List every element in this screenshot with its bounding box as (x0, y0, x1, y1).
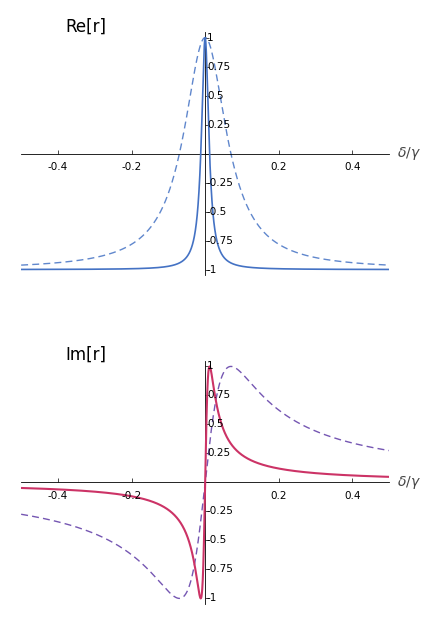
Text: 0.4: 0.4 (344, 490, 361, 501)
Text: -0.2: -0.2 (121, 162, 142, 172)
Text: Re[r]: Re[r] (65, 17, 106, 35)
Text: 0.25: 0.25 (207, 448, 230, 459)
Text: -0.75: -0.75 (207, 564, 234, 574)
Text: 0.2: 0.2 (270, 490, 287, 501)
Text: 0.4: 0.4 (344, 162, 361, 172)
Text: Im[r]: Im[r] (65, 346, 106, 364)
Text: -0.4: -0.4 (48, 490, 68, 501)
Text: 0.75: 0.75 (207, 62, 230, 72)
Text: -0.2: -0.2 (121, 490, 142, 501)
Text: -1: -1 (207, 265, 217, 275)
Text: 0.5: 0.5 (207, 90, 223, 100)
Text: -0.25: -0.25 (207, 177, 234, 188)
Text: $\delta/\gamma$: $\delta/\gamma$ (396, 145, 420, 162)
Text: -0.5: -0.5 (207, 536, 227, 546)
Text: -0.75: -0.75 (207, 235, 234, 245)
Text: -1: -1 (207, 593, 217, 604)
Text: -0.4: -0.4 (48, 162, 68, 172)
Text: 0.75: 0.75 (207, 391, 230, 401)
Text: 1: 1 (207, 32, 214, 43)
Text: -0.5: -0.5 (207, 207, 227, 217)
Text: 0.5: 0.5 (207, 419, 223, 429)
Text: 0.25: 0.25 (207, 120, 230, 130)
Text: 1: 1 (207, 361, 214, 371)
Text: 0.2: 0.2 (270, 162, 287, 172)
Text: $\delta/\gamma$: $\delta/\gamma$ (396, 474, 420, 491)
Text: -0.25: -0.25 (207, 506, 234, 516)
